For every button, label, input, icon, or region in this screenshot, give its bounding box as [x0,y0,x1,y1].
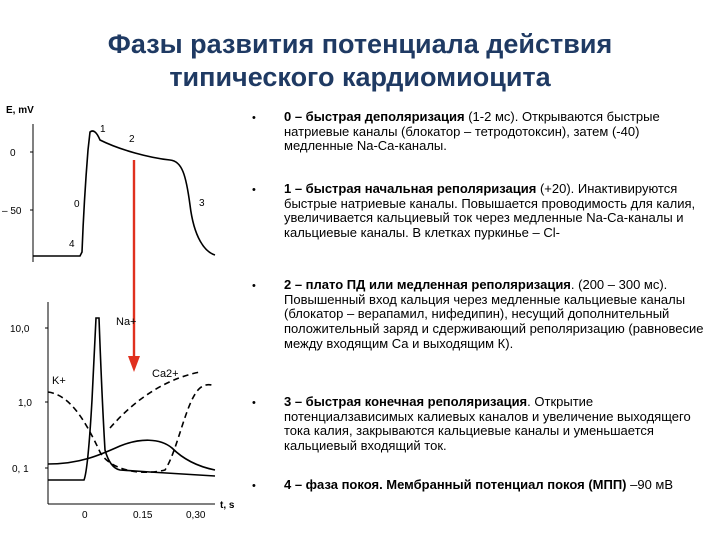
bullet-marker: • [252,397,256,409]
x-tick-label-030: 0,30 [186,510,206,521]
bullet-heading: 0 – быстрая деполяризация [284,109,465,124]
series-na-label: Na+ [116,316,137,328]
y-tick-label-1: 1,0 [18,398,32,409]
bullet-text: 4 – фаза покоя. Мембранный потенциал пок… [284,477,704,493]
bullet-marker: • [252,184,256,196]
phase-label-0: 0 [74,199,80,210]
bullet-body: –90 мВ [626,477,674,492]
action-potential-curve [33,130,216,257]
title-line-2: типического кардиомиоцита [169,62,551,92]
phase-label-2: 2 [129,134,135,145]
series-k-curve [47,383,216,474]
bullet-marker: • [252,112,256,124]
x-tick-label-0: 0 [82,510,88,521]
series-k-name: K+ [52,375,66,387]
bullet-body: (+20). Инактивируются быстрые натриевые … [284,181,696,241]
title-line-1: Фазы развития потенциала действия [107,29,613,59]
bullet-text: 3 – быстрая конечная реполяризация. Откр… [284,394,704,454]
red-arrow-head [128,356,140,372]
x-axis-label: t, s [220,500,235,511]
y-tick-label-0: 0 [10,148,16,159]
bullet-heading: 3 – быстрая конечная реполяризация [284,394,528,409]
bullet-heading: 2 – плато ПД или медленная реполяризация [284,277,571,292]
x-tick-label-015: 0.15 [133,510,153,521]
bullet-text: 0 – быстрая деполяризация (1-2 мс). Откр… [284,109,704,154]
bullet-body: (1-2 мс). Открываются быстрые натриевые … [284,109,660,154]
slide-title: Фазы развития потенциала действия типиче… [0,28,720,94]
phase-label-4: 4 [69,239,75,250]
series-k-upper-curve [109,371,201,429]
action-potential-figure: E, mV 0 – 50 1 2 0 3 4 10,0 1,0 0, 1 0 0… [2,105,235,521]
phase-label-3: 3 [199,198,205,209]
y-tick-label-10: 10,0 [10,324,30,335]
series-ca-name: Ca2+ [152,368,179,380]
phase-label-1: 1 [100,124,106,135]
bullet-text: 2 – плато ПД или медленная реполяризация… [284,277,704,352]
series-ca-curve [47,439,216,471]
series-na-curve [48,317,216,481]
bullet-body: . (200 – 300 мс). Повышенный вход кальци… [284,277,704,351]
bullet-body: . Открытие потенциалзависимых калиевых к… [284,394,691,454]
series-ca-label: Ca2+ [152,368,179,380]
y-tick-label-50: – 50 [2,206,22,217]
series-k-label: K+ [52,375,66,387]
series-na-name: Na+ [116,316,137,328]
bullet-heading: 4 – фаза покоя. Мембранный потенциал пок… [284,477,627,492]
y-axis-label-top: E, mV [6,105,34,116]
bullet-marker: • [252,480,256,492]
y-tick-label-01: 0, 1 [12,464,29,475]
bullet-heading: 1 – быстрая начальная реполяризация [284,181,537,196]
bullet-marker: • [252,280,256,292]
bullet-text: 1 – быстрая начальная реполяризация (+20… [284,181,704,241]
